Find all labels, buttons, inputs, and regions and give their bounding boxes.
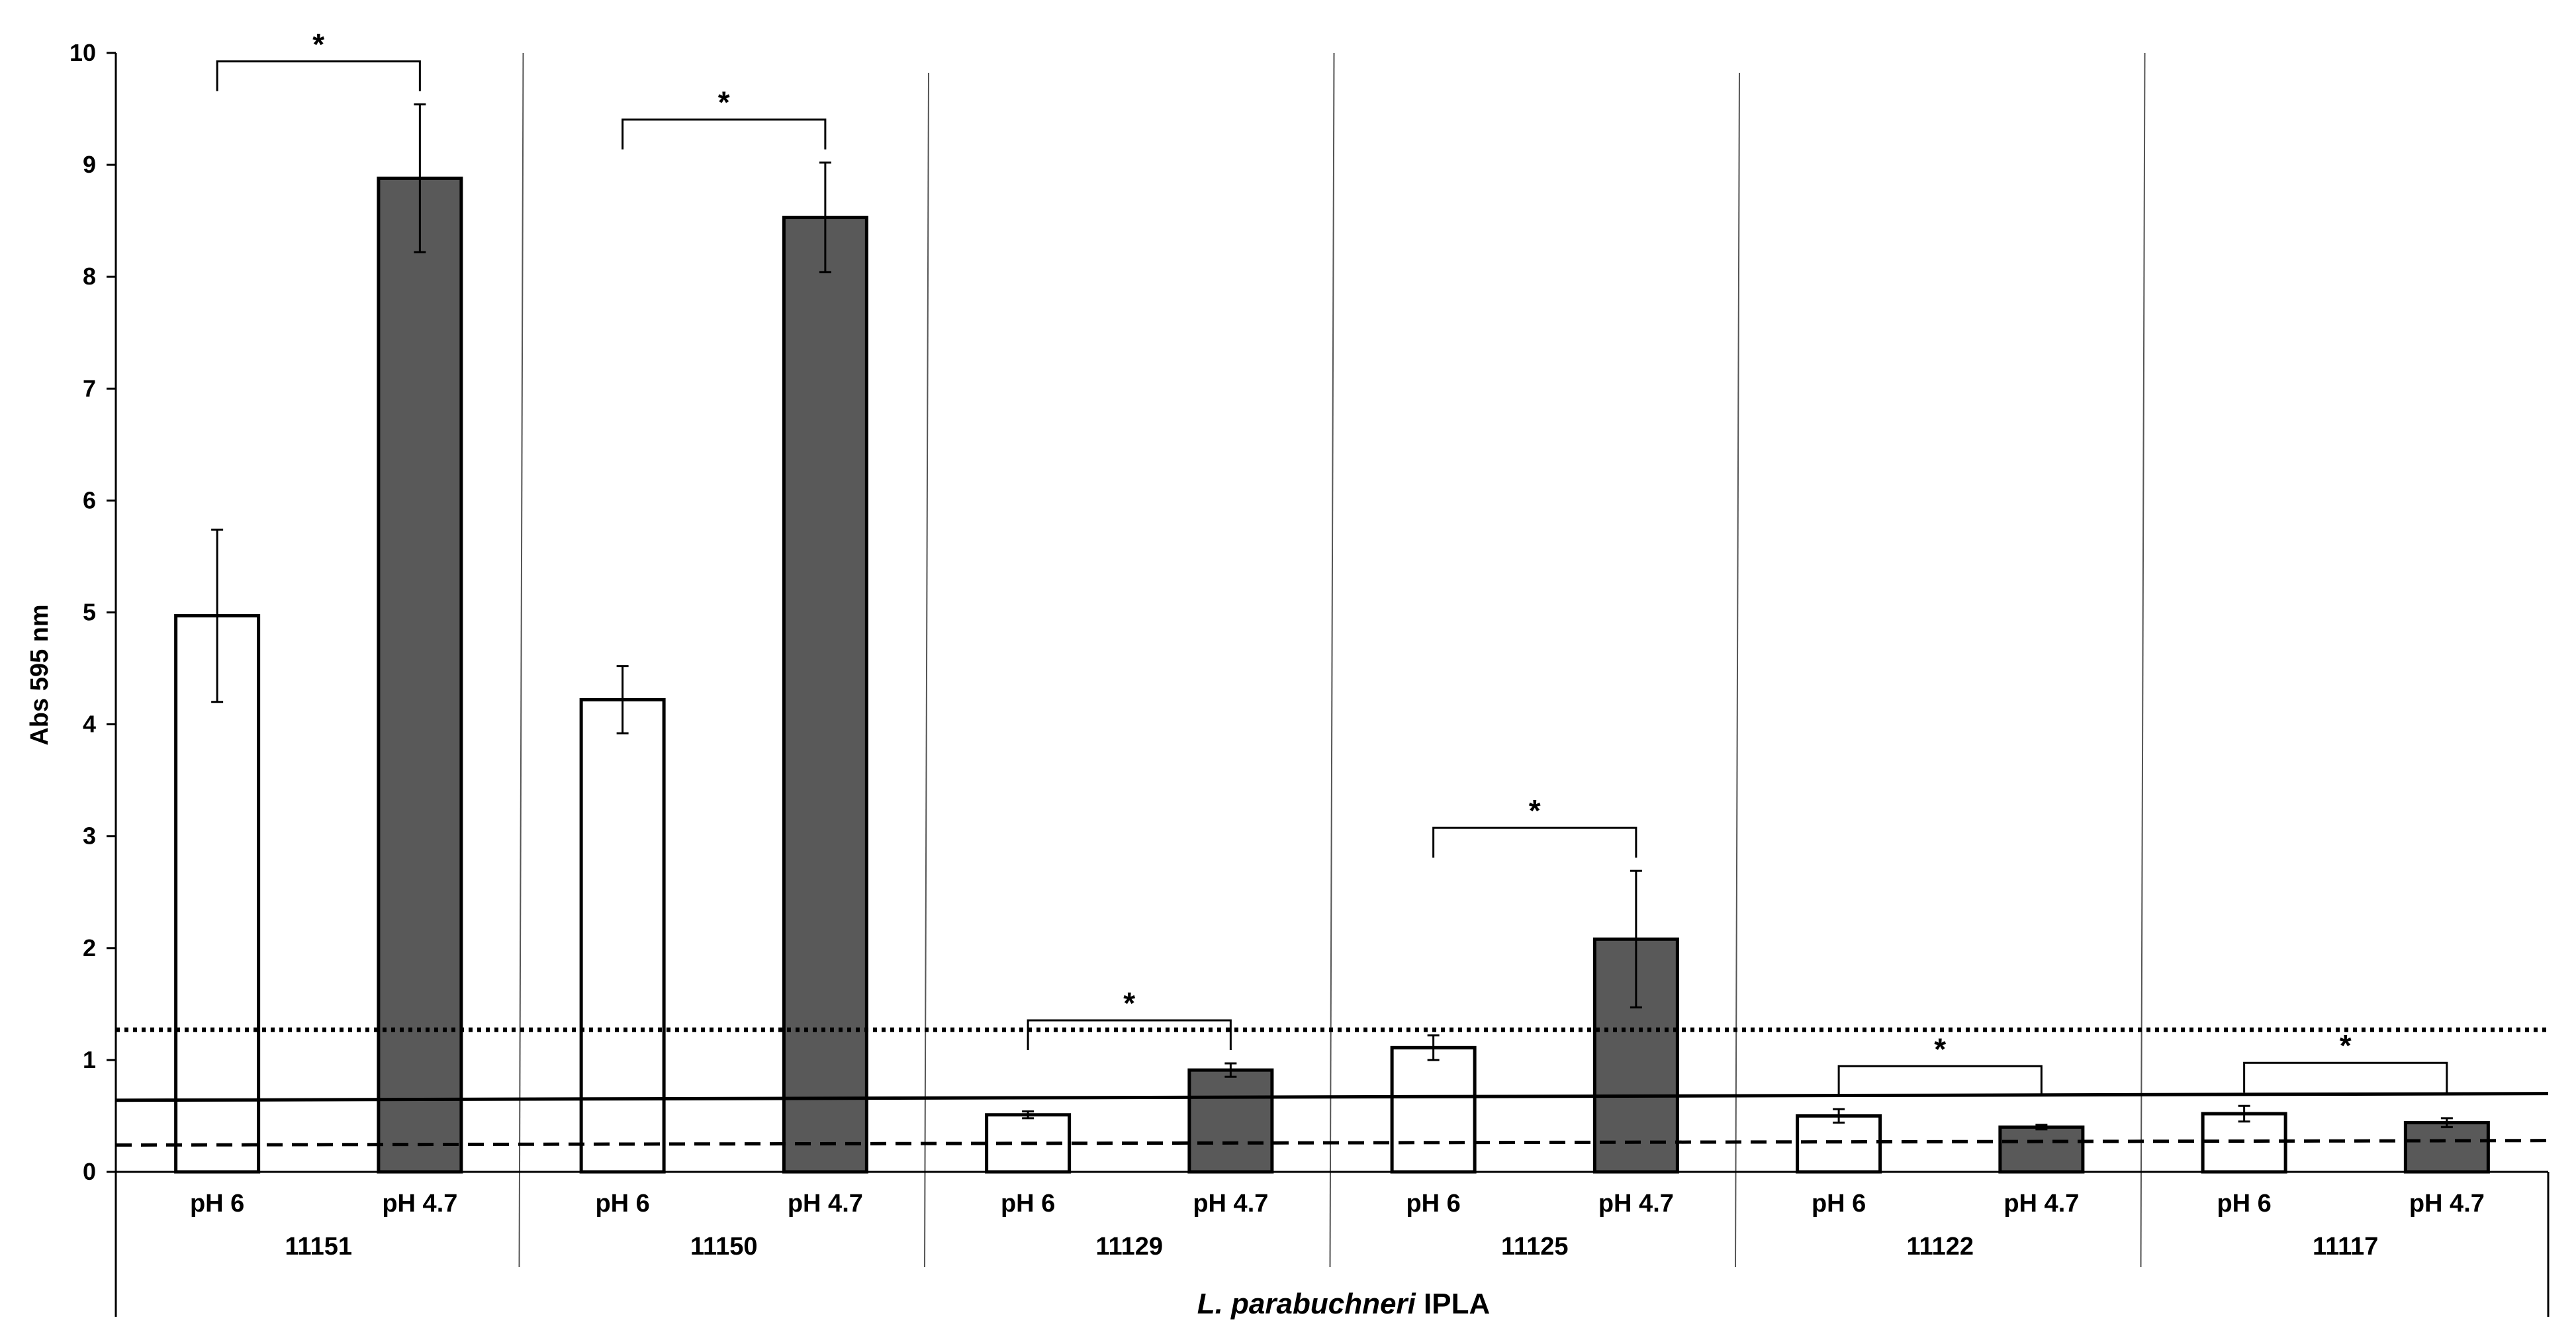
bar	[174, 614, 261, 1174]
bar-category-label: pH 4.7	[788, 1190, 863, 1218]
y-tick-label: 0	[83, 1158, 96, 1185]
y-tick-label: 4	[83, 711, 96, 738]
reference-line-solid	[115, 1092, 2549, 1102]
bar-category-label: pH 6	[2217, 1190, 2271, 1218]
bar	[1796, 1114, 1882, 1174]
bar	[1187, 1068, 1274, 1174]
strain-label: 11122	[1907, 1233, 1974, 1261]
strain-label: 11129	[1096, 1233, 1163, 1261]
bar	[579, 697, 666, 1174]
y-tick-label: 3	[83, 823, 96, 850]
y-tick-label: 1	[83, 1046, 96, 1073]
group-separator	[2140, 52, 2146, 1268]
bar-category-label: pH 6	[1001, 1190, 1055, 1218]
significance-bracket	[216, 60, 421, 91]
significance-star: *	[312, 27, 324, 62]
bar-category-label: pH 4.7	[382, 1190, 457, 1218]
significance-star: *	[1934, 1032, 1946, 1066]
strain-label: 11125	[1501, 1233, 1568, 1261]
significance-star: *	[1529, 793, 1541, 828]
bar-category-label: pH 6	[190, 1190, 244, 1218]
significance-bracket	[1027, 1019, 1232, 1050]
bar	[1998, 1125, 2085, 1174]
significance-bracket	[1432, 826, 1637, 858]
x-axis-label: L. parabuchneri IPLA	[1197, 1288, 1491, 1320]
bar-category-label: pH 6	[1406, 1190, 1460, 1218]
bar	[782, 216, 868, 1174]
strain-label: 11117	[2313, 1233, 2378, 1261]
significance-bracket	[2243, 1061, 2448, 1093]
strain-label: 11151	[285, 1233, 352, 1261]
bar-category-label: pH 4.7	[2409, 1190, 2485, 1218]
x-axis-label-suffix: IPLA	[1424, 1288, 1490, 1320]
y-tick-label: 10	[69, 39, 96, 66]
strain-label: 11150	[690, 1233, 757, 1261]
significance-star: *	[2340, 1028, 2352, 1063]
bar-category-label: pH 6	[1812, 1190, 1866, 1218]
significance-star: *	[1123, 986, 1135, 1020]
group-separator	[518, 52, 524, 1268]
y-tick-label: 8	[83, 263, 96, 290]
y-axis-label: Abs 595 nm	[26, 604, 54, 745]
y-tick-label: 9	[83, 151, 96, 178]
y-tick-label: 6	[83, 486, 96, 513]
bar-category-label: pH 4.7	[1193, 1190, 1268, 1218]
bar	[1390, 1045, 1477, 1174]
significance-star: *	[718, 85, 730, 120]
bar	[2403, 1121, 2490, 1174]
y-tick-label: 2	[83, 934, 96, 961]
bar-category-label: pH 6	[595, 1190, 649, 1218]
x-axis-label-species: L. parabuchneri	[1197, 1288, 1416, 1320]
bar-category-label: pH 4.7	[2003, 1190, 2079, 1218]
y-tick-label: 7	[83, 375, 96, 402]
plot-area: 0 1 2 3 4 5 6 7 8 9 10 pH 6 pH 4.7 11151 * pH 6 pH 4.7 11…	[69, 27, 2550, 1317]
reference-line-dashed	[115, 1139, 2549, 1147]
significance-bracket	[621, 118, 827, 150]
bar	[377, 176, 463, 1174]
bar-category-label: pH 4.7	[1598, 1190, 1674, 1218]
significance-bracket	[1837, 1065, 2043, 1096]
group-separator	[1735, 72, 1740, 1268]
group-separator	[1329, 52, 1335, 1268]
group-separator	[924, 72, 929, 1268]
y-tick-label: 5	[83, 599, 96, 626]
